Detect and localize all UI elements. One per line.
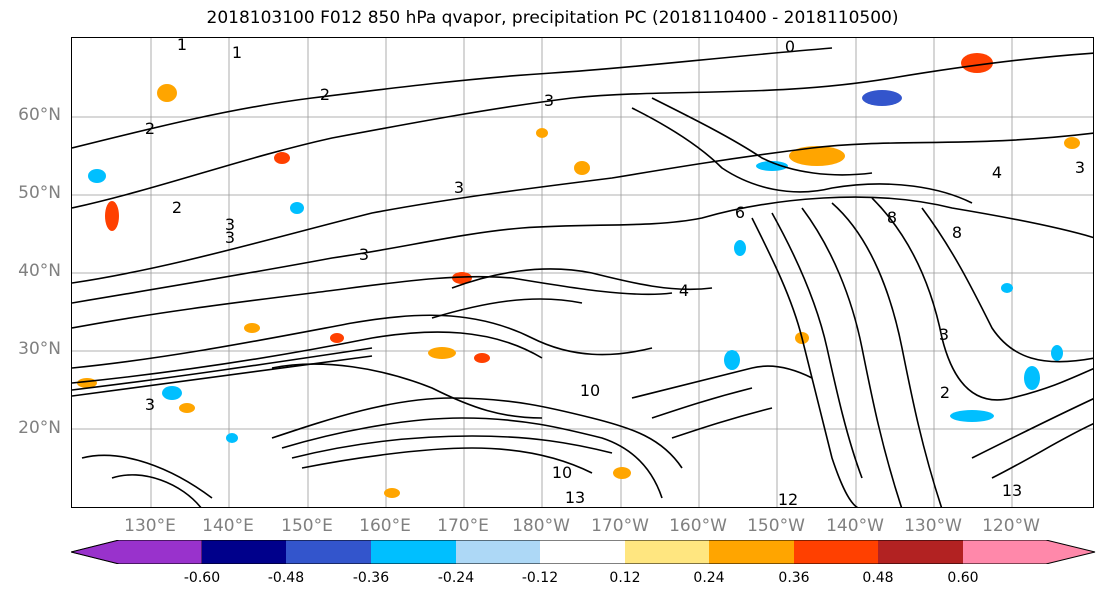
- colorbar-segment: [71, 540, 203, 564]
- contour-label: 2: [320, 85, 330, 104]
- colorbar-tick: 0.36: [778, 570, 810, 586]
- map-svg: 1 1 0 2 2 2 3 3 3 3 3 4 6 8 8 10 10 12 1…: [72, 38, 1093, 508]
- map-panel: 1 1 0 2 2 2 3 3 3 3 3 4 6 8 8 10 10 12 1…: [71, 37, 1094, 508]
- lon-label-140w: 140°W: [826, 516, 884, 536]
- lon-label-180w: 180°W: [512, 516, 570, 536]
- contour-label: 3: [454, 178, 464, 197]
- contour-label: 1: [232, 43, 242, 62]
- contour-label: 0: [785, 38, 795, 56]
- contour-lines: [72, 47, 1093, 507]
- contour-label: 8: [952, 223, 962, 242]
- lat-label-40n: 40°N: [18, 261, 61, 281]
- lon-label-140e: 140°E: [202, 516, 254, 536]
- lat-label-50n: 50°N: [18, 183, 61, 203]
- contour-label: 3: [1075, 158, 1085, 177]
- lon-label-160e: 160°E: [359, 516, 411, 536]
- colorbar-tick: 0.60: [947, 570, 979, 586]
- colorbar-segment: [456, 540, 540, 564]
- colorbar-tick: 0.24: [693, 570, 725, 586]
- colorbar-tick: -0.60: [183, 570, 221, 586]
- colorbar-tick: -0.36: [352, 570, 390, 586]
- contour-label: 2: [172, 198, 182, 217]
- contour-label: 3: [359, 245, 369, 264]
- lon-label-150w: 150°W: [747, 516, 805, 536]
- contour-label: 3: [225, 228, 235, 247]
- colorbar-tick: -0.12: [521, 570, 559, 586]
- colorbar-segment: [202, 540, 286, 564]
- lon-label-120w: 120°W: [982, 516, 1040, 536]
- lat-label-60n: 60°N: [18, 105, 61, 125]
- contour-label: 8: [887, 208, 897, 227]
- contour-label: 4: [992, 163, 1002, 182]
- gridlines: [72, 38, 1093, 507]
- colorbar-tick: 0.48: [862, 570, 894, 586]
- lon-label-130e: 130°E: [124, 516, 176, 536]
- precip-blobs: [77, 53, 1080, 498]
- contour-label: 2: [145, 119, 155, 138]
- lat-label-20n: 20°N: [18, 418, 61, 438]
- colorbar: [71, 540, 1096, 564]
- colorbar-segment: [963, 540, 1095, 564]
- contour-label: 13: [565, 488, 585, 507]
- contour-label: 2: [940, 383, 950, 402]
- map-title: 2018103100 F012 850 hPa qvapor, precipit…: [206, 8, 899, 28]
- contour-label: 1: [177, 38, 187, 54]
- lon-label-160w: 160°W: [669, 516, 727, 536]
- colorbar-tick: -0.24: [437, 570, 475, 586]
- colorbar-tick: -0.48: [267, 570, 305, 586]
- contour-label: 3: [939, 325, 949, 344]
- contour-label: 3: [145, 395, 155, 414]
- contour-label: 10: [552, 463, 572, 482]
- contour-label: 3: [225, 215, 235, 234]
- lon-label-150e: 150°E: [281, 516, 333, 536]
- contour-label: 12: [778, 490, 798, 508]
- contour-label: 4: [679, 281, 689, 300]
- lon-label-170e: 170°E: [437, 516, 489, 536]
- colorbar-segment: [540, 540, 625, 564]
- lat-label-30n: 30°N: [18, 339, 61, 359]
- contour-label: 3: [544, 91, 554, 110]
- colorbar-segment: [286, 540, 371, 564]
- colorbar-segment: [709, 540, 794, 564]
- colorbar-segment: [878, 540, 963, 564]
- lon-label-130w: 130°W: [904, 516, 962, 536]
- contour-label: 6: [735, 203, 745, 222]
- colorbar-segment: [371, 540, 456, 564]
- lon-label-170w: 170°W: [591, 516, 649, 536]
- contour-label: 13: [1002, 481, 1022, 500]
- colorbar-segment: [794, 540, 878, 564]
- colorbar-segment: [625, 540, 709, 564]
- contour-label: 10: [580, 381, 600, 400]
- colorbar-tick: 0.12: [609, 570, 641, 586]
